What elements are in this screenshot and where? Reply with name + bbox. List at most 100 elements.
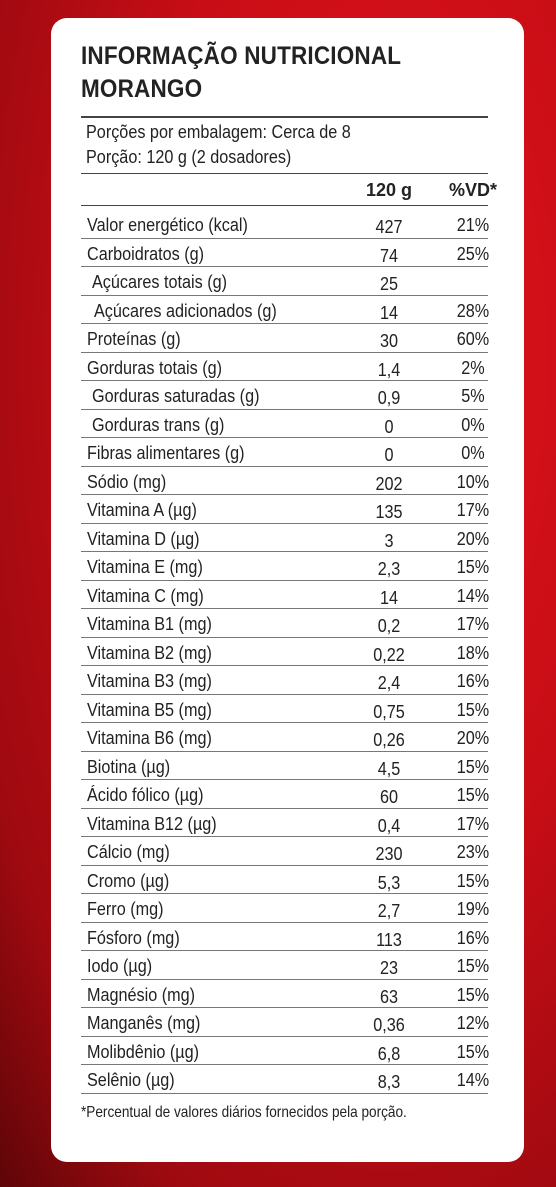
nutrient-amount: 25	[379, 274, 399, 294]
footnote: *Percentual de valores diários fornecido…	[81, 1104, 407, 1121]
table-row: Gorduras saturadas (g) 0,9 5%	[81, 381, 488, 410]
nutrient-daily-value: 12%	[456, 1013, 490, 1033]
nutrient-amount: 0,36	[373, 1015, 405, 1035]
nutrient-label: Gorduras saturadas (g)	[92, 386, 260, 406]
nutrient-amount: 2,4	[377, 673, 401, 693]
portion-info: Porções por embalagem: Cerca de 8 Porção…	[86, 120, 351, 170]
nutrient-daily-value: 18%	[456, 642, 490, 663]
nutrient-label: Gorduras totais (g)	[87, 357, 223, 378]
table-row: Iodo (µg) 23 15%	[81, 951, 489, 980]
nutrient-label: Selênio (µg)	[87, 1070, 175, 1090]
nutrient-daily-value: 16%	[456, 927, 490, 948]
table-row: Açúcares totais (g) 25	[81, 267, 488, 296]
table-row: Cromo (µg) 5,3 15%	[81, 866, 489, 894]
nutrient-amount: 2,3	[377, 559, 401, 579]
nutrient-amount: 14	[379, 302, 399, 323]
table-row: Selênio (µg) 8,3 14%	[81, 1065, 489, 1094]
table-row: Gorduras totais (g) 1,4 2%	[81, 353, 488, 381]
nutrient-label: Biotina (µg)	[87, 756, 171, 777]
nutrient-amount: 0,26	[373, 730, 405, 750]
nutrient-label: Proteínas (g)	[87, 329, 181, 349]
table-row: Cálcio (mg) 230 23%	[81, 837, 489, 866]
nutrient-daily-value: 15%	[456, 756, 490, 777]
nutrient-amount: 113	[376, 929, 402, 950]
nutrient-daily-value: 20%	[456, 528, 490, 549]
table-row: Vitamina C (mg) 14 14%	[81, 581, 489, 609]
nutrient-daily-value: 15%	[456, 984, 490, 1005]
table-row: Vitamina B3 (mg) 2,4 16%	[81, 666, 489, 695]
nutrient-amount: 0,9	[377, 388, 401, 408]
nutrient-label: Sódio (mg)	[87, 471, 167, 492]
nutrient-daily-value: 25%	[456, 243, 490, 264]
nutrient-daily-value: 15%	[456, 870, 490, 891]
nutrient-amount: 0	[384, 416, 394, 437]
nutrient-amount: 0,22	[373, 644, 405, 665]
nutrient-label: Gorduras trans (g)	[92, 414, 225, 435]
table-row: Vitamina D (µg) 3 20%	[81, 524, 489, 552]
nutrient-label: Molibdênio (µg)	[87, 1041, 199, 1062]
label-title: INFORMAÇÃO NUTRICIONAL MORANGO	[81, 40, 401, 106]
nutrient-amount: 0	[384, 445, 394, 465]
nutrient-amount: 427	[375, 217, 403, 237]
nutrient-label: Fósforo (mg)	[87, 927, 180, 948]
nutrient-amount: 14	[379, 587, 399, 608]
nutrient-amount: 8,3	[377, 1072, 401, 1092]
top-divider	[81, 116, 488, 118]
nutrient-label: Cromo (µg)	[87, 870, 170, 891]
table-row: Vitamina B2 (mg) 0,22 18%	[81, 638, 489, 666]
title-line-2: MORANGO	[81, 75, 203, 103]
nutrient-amount: 4,5	[377, 758, 401, 779]
table-row: Ácido fólico (µg) 60 15%	[81, 780, 489, 809]
nutrient-label: Cálcio (mg)	[87, 842, 170, 862]
nutrient-label: Açúcares adicionados (g)	[94, 300, 277, 321]
nutrient-daily-value: 14%	[456, 1070, 490, 1090]
nutrient-label: Manganês (mg)	[87, 1013, 201, 1033]
nutrient-label: Fibras alimentares (g)	[87, 443, 245, 463]
nutrient-daily-value: 17%	[456, 500, 490, 520]
nutrient-amount: 3	[384, 530, 394, 551]
nutrient-daily-value: 17%	[456, 813, 490, 834]
nutrient-amount: 5,3	[377, 872, 401, 893]
nutrient-amount: 1,4	[377, 359, 401, 380]
serving-size: Porção: 120 g (2 dosadores)	[86, 147, 292, 167]
nutrient-amount: 0,75	[373, 701, 405, 722]
nutrient-label: Ferro (mg)	[87, 899, 164, 919]
table-row: Carboidratos (g) 74 25%	[81, 239, 489, 267]
nutrient-daily-value: 23%	[456, 842, 490, 862]
nutrient-daily-value: 15%	[456, 1041, 490, 1062]
title-line-1: INFORMAÇÃO NUTRICIONAL	[81, 42, 402, 70]
table-row: Sódio (mg) 202 10%	[81, 467, 489, 495]
nutrient-amount: 30	[379, 331, 399, 351]
column-header-amount: 120 g	[365, 180, 413, 200]
nutrient-daily-value: 0%	[461, 443, 485, 463]
nutrient-label: Ácido fólico (µg)	[87, 785, 204, 805]
nutrient-daily-value: 20%	[456, 728, 490, 748]
nutrient-label: Valor energético (kcal)	[87, 215, 248, 235]
table-row: Açúcares adicionados (g) 14 28%	[81, 296, 489, 324]
nutrient-daily-value: 0%	[461, 414, 485, 435]
nutrient-daily-value: 5%	[461, 386, 485, 406]
nutrient-daily-value: 15%	[456, 699, 490, 720]
table-row: Fibras alimentares (g) 0 0%	[81, 438, 488, 467]
table-row: Vitamina A (µg) 135 17%	[81, 495, 489, 524]
nutrient-daily-value: 15%	[456, 956, 490, 976]
table-row: Biotina (µg) 4,5 15%	[81, 752, 489, 780]
nutrient-label: Vitamina B5 (mg)	[87, 699, 212, 720]
nutrient-label: Carboidratos (g)	[87, 243, 205, 264]
nutrient-label: Vitamina E (mg)	[87, 557, 203, 577]
table-row: Vitamina E (mg) 2,3 15%	[81, 552, 489, 581]
header-divider	[81, 205, 488, 206]
nutrient-amount: 202	[375, 473, 403, 494]
nutrient-amount: 2,7	[377, 901, 401, 921]
column-header-dv: %VD*	[448, 180, 497, 200]
nutrient-daily-value: 60%	[456, 329, 490, 349]
nutrient-amount: 23	[379, 958, 399, 978]
table-row: Manganês (mg) 0,36 12%	[81, 1008, 489, 1037]
nutrient-label: Vitamina B3 (mg)	[87, 671, 212, 691]
nutrient-label: Vitamina B1 (mg)	[87, 614, 212, 634]
nutrient-amount: 0,2	[377, 616, 401, 636]
nutrient-label: Vitamina B6 (mg)	[87, 728, 212, 748]
nutrient-daily-value: 10%	[456, 471, 490, 492]
nutrient-daily-value: 2%	[461, 357, 485, 378]
nutrient-amount: 0,4	[377, 815, 401, 836]
